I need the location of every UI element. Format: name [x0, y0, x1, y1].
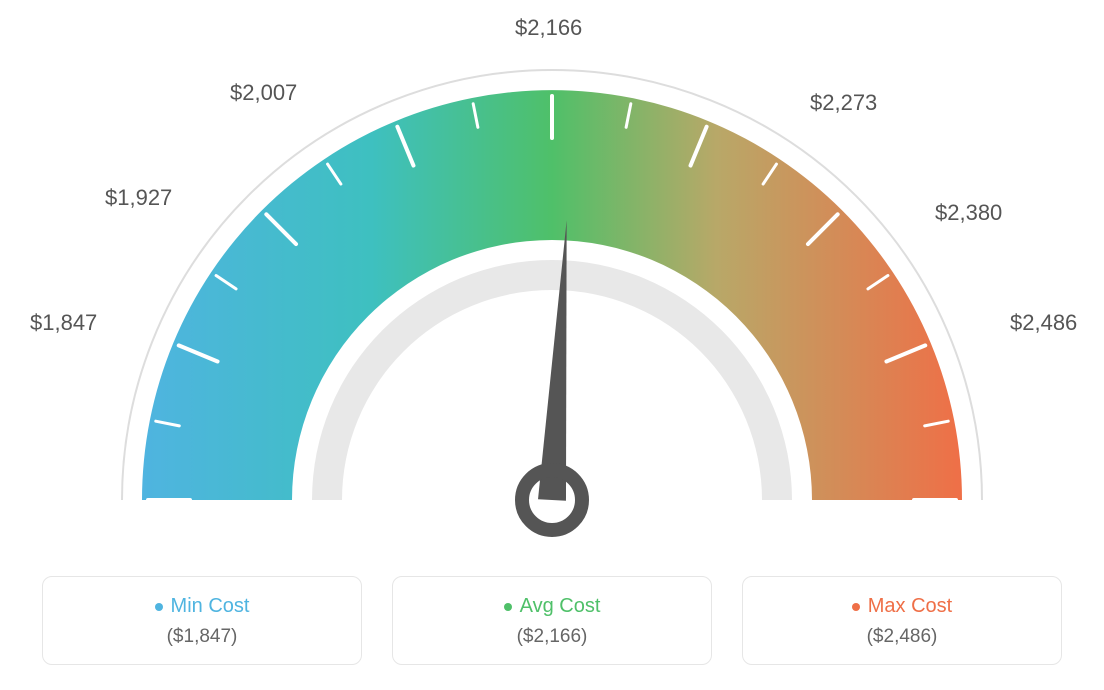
gauge-tick-label: $2,273 — [810, 90, 877, 116]
legend-dot-max — [852, 603, 860, 611]
legend-title-max-text: Max Cost — [868, 595, 952, 617]
legend-dot-avg — [504, 603, 512, 611]
cost-gauge-container: $1,847 $1,927 $2,007 $2,166 $2,273 $2,380 $2,4… — [0, 0, 1104, 690]
gauge-svg — [0, 0, 1104, 560]
gauge-chart: $1,847 $1,927 $2,007 $2,166 $2,273 $2,380 $2,4… — [0, 0, 1104, 560]
gauge-tick-label: $2,007 — [230, 80, 297, 106]
legend-title-min-text: Min Cost — [171, 595, 250, 617]
legend-card-avg: Avg Cost ($2,166) — [392, 576, 712, 665]
gauge-tick-label: $2,486 — [1010, 310, 1077, 336]
legend-card-min: Min Cost ($1,847) — [42, 576, 362, 665]
gauge-tick-label: $1,927 — [105, 185, 172, 211]
legend-title-avg: Avg Cost — [403, 595, 701, 618]
legend-row: Min Cost ($1,847) Avg Cost ($2,166) Max … — [0, 576, 1104, 665]
legend-title-min: Min Cost — [53, 595, 351, 618]
legend-value-min: ($1,847) — [53, 626, 351, 648]
gauge-tick-label: $1,847 — [30, 310, 97, 336]
legend-dot-min — [155, 603, 163, 611]
gauge-tick-label: $2,380 — [935, 200, 1002, 226]
legend-card-max: Max Cost ($2,486) — [742, 576, 1062, 665]
gauge-tick-label: $2,166 — [515, 15, 582, 41]
legend-title-max: Max Cost — [753, 595, 1051, 618]
legend-value-max: ($2,486) — [753, 626, 1051, 648]
legend-value-avg: ($2,166) — [403, 626, 701, 648]
legend-title-avg-text: Avg Cost — [520, 595, 601, 617]
